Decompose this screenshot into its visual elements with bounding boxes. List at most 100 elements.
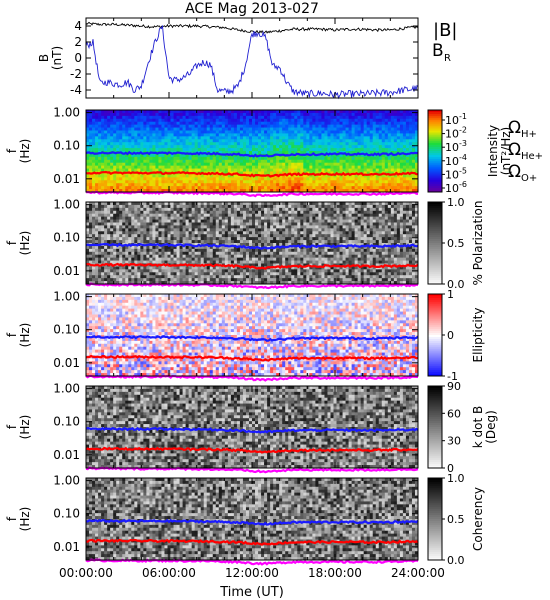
- spectrogram-cell: [375, 148, 380, 152]
- spectrogram-cell: [221, 245, 226, 250]
- spectrogram-cell: [270, 180, 274, 184]
- spectrogram-cell: [194, 237, 199, 241]
- spectrogram-cell: [248, 171, 253, 175]
- spectrogram-cell: [408, 234, 413, 238]
- spectrogram-cell: [209, 110, 214, 114]
- spectrogram-cell: [230, 124, 235, 128]
- spectrogram-cell: [158, 240, 162, 244]
- spectrogram-cell: [303, 186, 307, 190]
- spectrogram-cell: [110, 133, 114, 137]
- spectrogram-cell: [264, 202, 268, 206]
- spectrogram-cell: [333, 219, 337, 223]
- spectrogram-cell: [339, 110, 343, 114]
- spectrogram-cell: [194, 228, 199, 232]
- spectrogram-cell: [185, 156, 190, 161]
- spectrogram-cell: [158, 219, 162, 223]
- spectrogram-cell: [194, 231, 199, 235]
- spectrogram-cell: [236, 174, 241, 178]
- spectrogram-cell: [236, 156, 241, 161]
- spectrogram-cell: [170, 139, 174, 143]
- spectrogram-cell: [360, 121, 365, 126]
- spectrogram-cell: [242, 130, 247, 134]
- spectrogram-cell: [149, 216, 153, 220]
- spectrogram-cell: [276, 183, 280, 187]
- spectrogram-cell: [92, 183, 96, 187]
- colorbar-step: [428, 167, 442, 170]
- spectrogram-cell: [173, 213, 177, 218]
- spectrogram-cell: [354, 177, 359, 181]
- spectrogram-cell: [369, 142, 374, 146]
- spectrogram-cell: [297, 177, 301, 181]
- spectrogram-cell: [101, 183, 105, 187]
- spectrogram-cell: [164, 165, 168, 169]
- spectrogram-cell: [369, 180, 374, 184]
- spectrogram-cell: [203, 133, 208, 137]
- spectrogram-cell: [375, 186, 380, 190]
- spectrogram-cell: [149, 186, 153, 190]
- spectrogram-cell: [167, 127, 171, 131]
- spectrogram-cell: [336, 165, 340, 169]
- spectrogram-cell: [318, 171, 322, 175]
- spectrogram-cell: [360, 133, 365, 137]
- spectrogram-cell: [218, 216, 223, 220]
- spectrogram-cell: [227, 151, 232, 155]
- spectrogram-cell: [86, 118, 90, 123]
- spectrogram-cell: [399, 110, 404, 114]
- spectrogram-cell: [143, 240, 147, 244]
- spectrogram-cell: [252, 165, 256, 169]
- spectrogram-cell: [179, 112, 183, 117]
- spectrogram-cell: [176, 153, 180, 158]
- spectrogram-cell: [306, 243, 310, 247]
- spectrogram-cell: [342, 243, 346, 247]
- spectrogram-cell: [239, 202, 244, 206]
- spectrogram-cell: [411, 110, 416, 114]
- spectrogram-cell: [294, 110, 298, 114]
- spectrogram-cell: [236, 139, 241, 143]
- spectrogram-cell: [131, 133, 135, 137]
- spectrogram-cell: [414, 222, 419, 226]
- spectrogram-cell: [285, 127, 289, 131]
- spectrogram-cell: [381, 127, 386, 131]
- spectrogram-cell: [197, 225, 202, 229]
- spectrogram-cell: [306, 210, 310, 215]
- spectrogram-cell: [357, 110, 362, 114]
- spectrogram-cell: [173, 180, 177, 184]
- spectrogram-cell: [327, 228, 331, 232]
- spectrogram-cell: [230, 231, 235, 235]
- spectrogram-cell: [227, 110, 232, 114]
- spectrogram-cell: [327, 216, 331, 220]
- spectrogram-cell: [131, 121, 135, 126]
- spectrogram-cell: [113, 148, 117, 152]
- spectrogram-cell: [264, 228, 268, 232]
- spectrogram-cell: [203, 234, 208, 238]
- spectrogram-cell: [134, 174, 138, 178]
- spectrogram-cell: [242, 121, 247, 126]
- spectrogram-cell: [345, 189, 349, 193]
- spectrogram-cell: [270, 216, 274, 220]
- spectrogram-cell: [245, 118, 250, 123]
- spectrogram-cell: [324, 112, 328, 117]
- spectrogram-cell: [366, 225, 371, 229]
- spectrogram-cell: [98, 174, 102, 178]
- spectrogram-cell: [134, 228, 138, 232]
- spectrogram-cell: [152, 124, 156, 128]
- spectrogram-cell: [375, 183, 380, 187]
- spectrogram-cell: [363, 240, 368, 244]
- spectrogram-cell: [128, 222, 132, 226]
- spectrogram-cell: [188, 234, 193, 238]
- spectrogram-cell: [212, 174, 217, 178]
- spectrogram-cell: [86, 121, 90, 126]
- spectrogram-cell: [101, 204, 105, 209]
- spectrogram-cell: [230, 204, 235, 209]
- spectrogram-cell: [267, 162, 271, 167]
- spectrogram-cell: [294, 222, 298, 226]
- spectrogram-cell: [408, 177, 413, 181]
- spectrogram-cell: [336, 145, 340, 149]
- spectrogram-cell: [203, 153, 208, 158]
- spectrogram-cell: [405, 130, 410, 134]
- spectrogram-cell: [242, 222, 247, 226]
- spectrogram-cell: [119, 222, 123, 226]
- spectrogram-cell: [345, 136, 349, 140]
- spectrogram-cell: [239, 171, 244, 175]
- spectrogram-cell: [321, 110, 325, 114]
